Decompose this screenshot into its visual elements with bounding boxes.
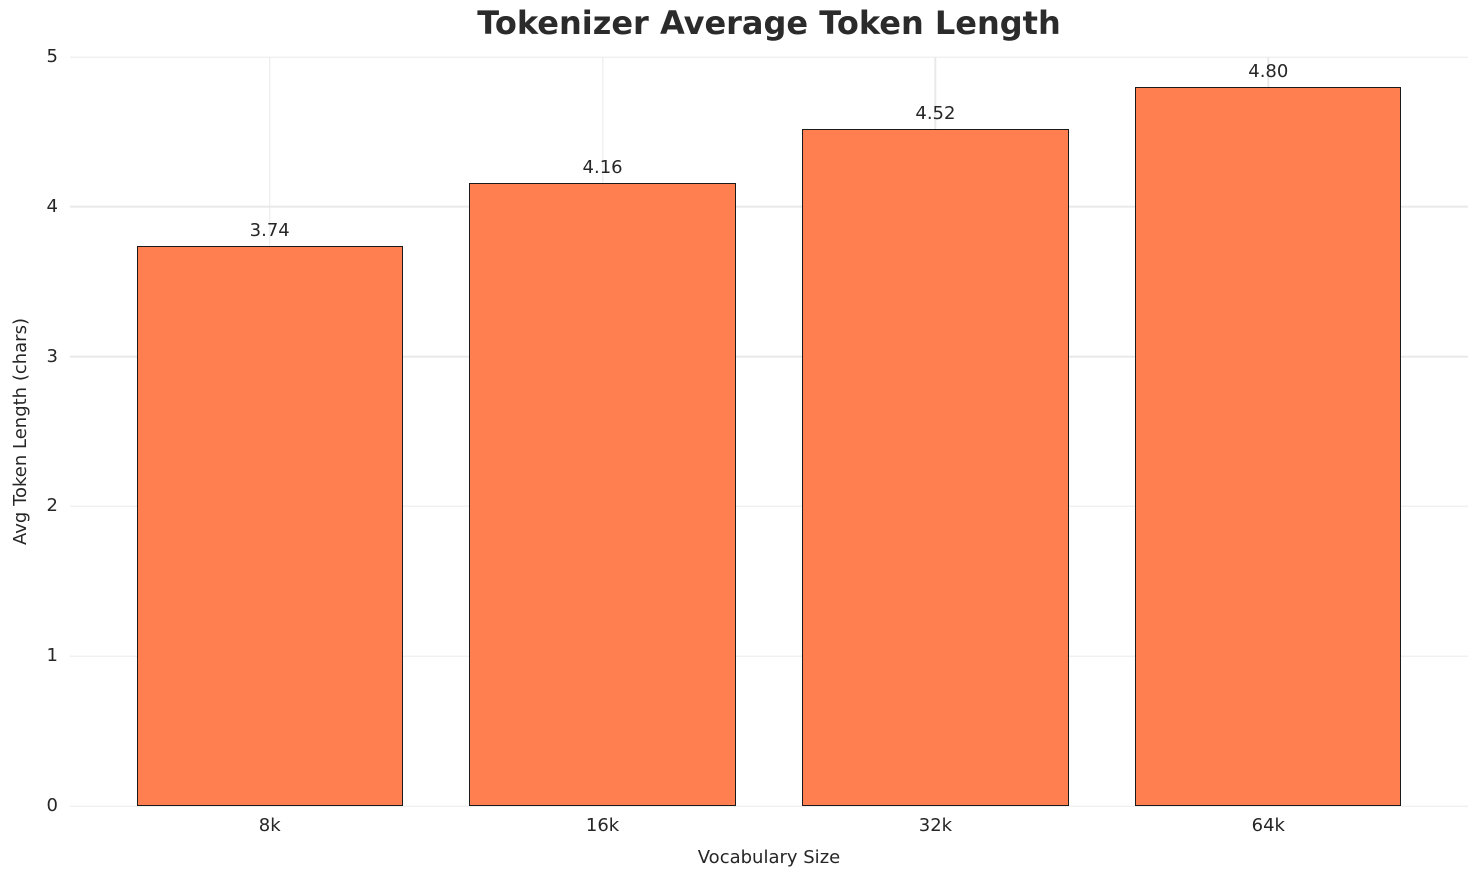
x-tick-label: 32k — [918, 815, 953, 836]
h-gridline — [70, 805, 1468, 807]
bar-64k — [1135, 86, 1402, 806]
bar-value-label: 4.80 — [1248, 60, 1289, 82]
x-tick-labels: 8k 16k 32k 64k — [70, 815, 1468, 841]
y-tick-label: 4 — [46, 195, 58, 217]
h-gridline — [70, 355, 1468, 358]
chart-title: Tokenizer Average Token Length — [477, 4, 1061, 42]
h-gridline — [70, 206, 1468, 208]
bar-8k — [136, 245, 403, 806]
y-tick-label: 0 — [46, 795, 58, 816]
y-tick-label: 5 — [46, 46, 58, 67]
x-tick-label: 64k — [1251, 815, 1285, 836]
bar-32k — [802, 128, 1069, 806]
y-tick-labels: 0 1 2 3 4 5 — [0, 48, 64, 815]
bar-16k — [469, 182, 736, 806]
x-tick-label: 16k — [585, 815, 620, 836]
bar-value-label: 4.52 — [915, 102, 956, 124]
bar-value-label: 4.16 — [582, 156, 623, 178]
plot-area: 3.74 4.16 4.52 4.80 — [70, 56, 1468, 807]
h-gridline — [70, 56, 1468, 58]
y-tick-label: 2 — [46, 495, 58, 517]
bar-value-label: 3.74 — [249, 219, 290, 241]
x-axis-label: Vocabulary Size — [697, 847, 841, 868]
h-gridline — [70, 505, 1468, 508]
y-tick-label: 1 — [46, 645, 58, 667]
h-gridline — [70, 655, 1468, 657]
x-tick-label: 8k — [258, 815, 281, 836]
y-tick-label: 3 — [46, 345, 58, 367]
